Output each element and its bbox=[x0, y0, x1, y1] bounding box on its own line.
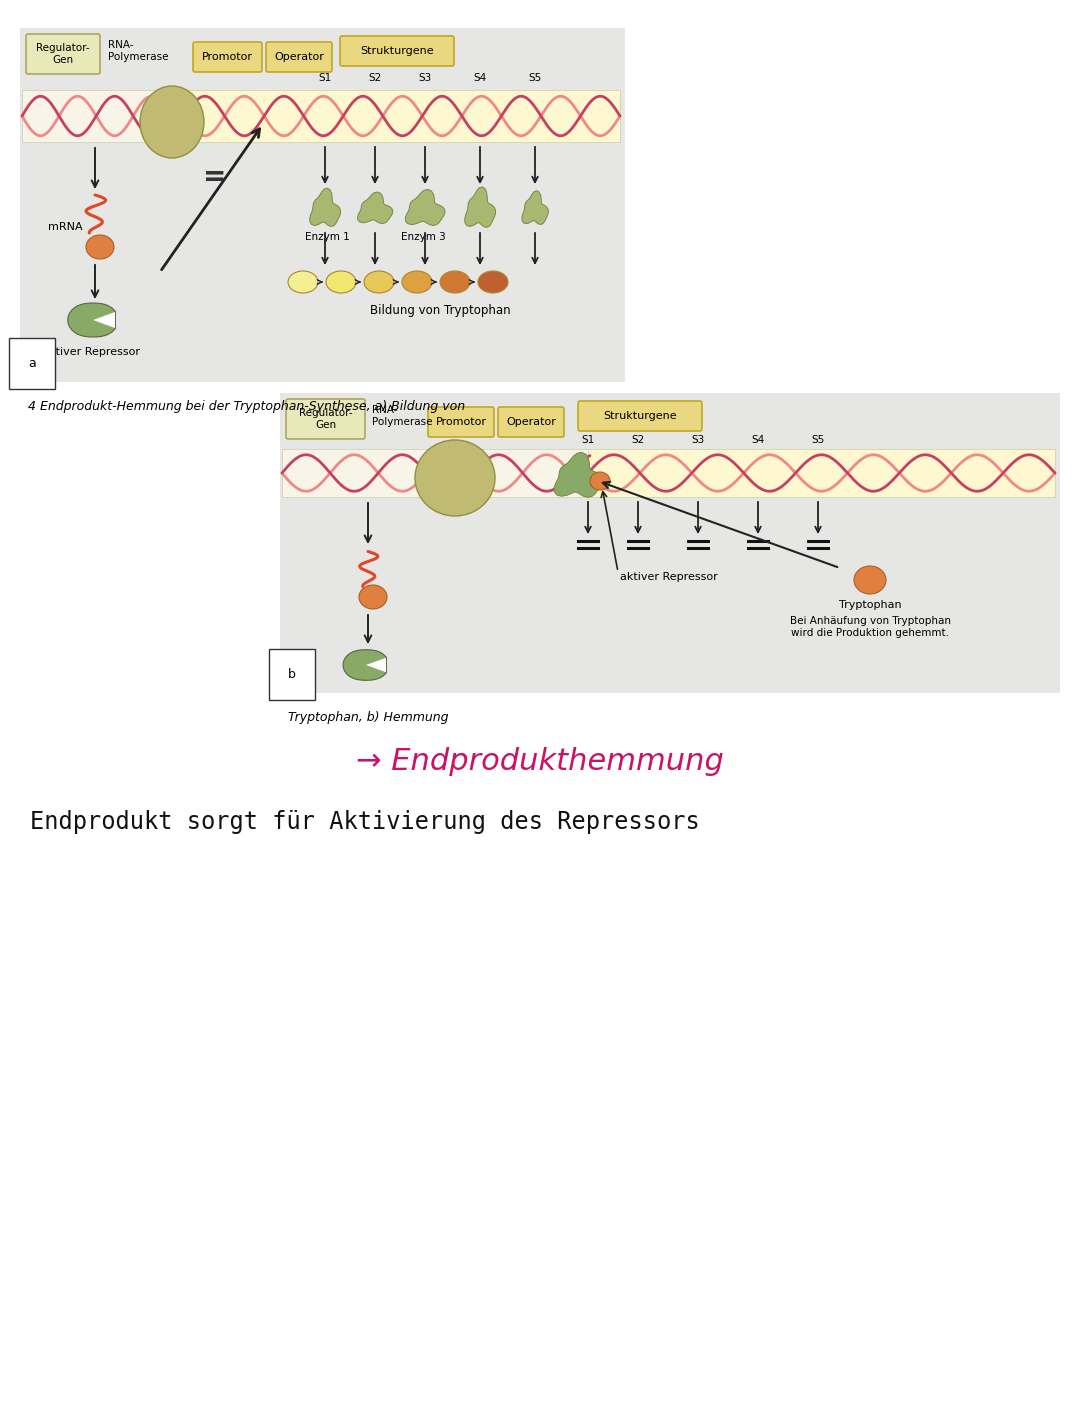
Bar bbox=[21, 28, 625, 383]
Ellipse shape bbox=[440, 271, 470, 293]
Polygon shape bbox=[310, 188, 340, 227]
Text: → Endprodukthemmung: → Endprodukthemmung bbox=[356, 748, 724, 777]
FancyBboxPatch shape bbox=[266, 43, 332, 72]
Text: =: = bbox=[203, 163, 227, 191]
Text: Enzym 1: Enzym 1 bbox=[305, 232, 349, 242]
Polygon shape bbox=[522, 191, 549, 224]
Ellipse shape bbox=[86, 235, 114, 259]
Ellipse shape bbox=[140, 86, 204, 159]
Bar bbox=[282, 449, 590, 497]
Ellipse shape bbox=[854, 565, 886, 594]
Text: aktiver Repressor: aktiver Repressor bbox=[620, 572, 718, 582]
Ellipse shape bbox=[478, 271, 508, 293]
Text: Bildung von Tryptophan: Bildung von Tryptophan bbox=[369, 305, 511, 317]
FancyBboxPatch shape bbox=[498, 407, 564, 436]
Text: S2: S2 bbox=[632, 435, 645, 445]
Polygon shape bbox=[68, 303, 116, 337]
Text: S2: S2 bbox=[368, 74, 381, 84]
Bar bbox=[185, 91, 620, 142]
Text: Regulator-
Gen: Regulator- Gen bbox=[299, 408, 352, 429]
Text: Tryptophan: Tryptophan bbox=[839, 599, 902, 609]
Bar bbox=[22, 91, 185, 142]
Text: 4 Endprodukt-Hemmung bei der Tryptophan-Synthese, a) Bildung von: 4 Endprodukt-Hemmung bei der Tryptophan-… bbox=[28, 400, 465, 412]
Text: Enzym 3: Enzym 3 bbox=[401, 232, 445, 242]
Text: S4: S4 bbox=[752, 435, 765, 445]
Ellipse shape bbox=[359, 585, 387, 609]
FancyBboxPatch shape bbox=[26, 34, 100, 74]
Text: S3: S3 bbox=[418, 74, 432, 84]
Polygon shape bbox=[343, 650, 387, 680]
Text: Regulator-
Gen: Regulator- Gen bbox=[37, 43, 90, 65]
Ellipse shape bbox=[326, 271, 356, 293]
Text: mRNA: mRNA bbox=[49, 222, 83, 232]
Text: b: b bbox=[288, 667, 296, 682]
Text: Operator: Operator bbox=[507, 417, 556, 427]
Bar bbox=[588, 449, 1055, 497]
Text: S1: S1 bbox=[581, 435, 595, 445]
Text: Strukturgene: Strukturgene bbox=[361, 45, 434, 57]
Text: Bei Anhäufung von Tryptophan
wird die Produktion gehemmt.: Bei Anhäufung von Tryptophan wird die Pr… bbox=[789, 616, 950, 638]
Text: Strukturgene: Strukturgene bbox=[604, 411, 677, 421]
FancyBboxPatch shape bbox=[578, 401, 702, 431]
Polygon shape bbox=[93, 312, 114, 327]
Text: Promotor: Promotor bbox=[202, 52, 253, 62]
Text: a: a bbox=[28, 357, 36, 370]
Text: RNA-
Polymerase: RNA- Polymerase bbox=[108, 40, 168, 61]
FancyBboxPatch shape bbox=[193, 43, 262, 72]
FancyBboxPatch shape bbox=[340, 35, 454, 67]
FancyBboxPatch shape bbox=[428, 407, 494, 436]
Text: RNA-
Polymerase: RNA- Polymerase bbox=[372, 405, 432, 427]
FancyBboxPatch shape bbox=[286, 400, 365, 439]
Polygon shape bbox=[357, 193, 393, 224]
Text: S5: S5 bbox=[811, 435, 825, 445]
Text: S3: S3 bbox=[691, 435, 704, 445]
Ellipse shape bbox=[415, 441, 495, 516]
Text: S5: S5 bbox=[528, 74, 542, 84]
Bar bbox=[280, 393, 1059, 693]
Ellipse shape bbox=[590, 472, 610, 490]
Ellipse shape bbox=[288, 271, 318, 293]
Ellipse shape bbox=[364, 271, 394, 293]
Polygon shape bbox=[464, 187, 496, 227]
Polygon shape bbox=[366, 657, 386, 672]
Polygon shape bbox=[554, 452, 603, 497]
Text: Endprodukt sorgt für Aktivierung des Repressors: Endprodukt sorgt für Aktivierung des Rep… bbox=[30, 811, 700, 835]
Text: S4: S4 bbox=[473, 74, 487, 84]
Polygon shape bbox=[405, 190, 445, 225]
Text: Promotor: Promotor bbox=[435, 417, 486, 427]
Text: Tryptophan, b) Hemmung: Tryptophan, b) Hemmung bbox=[288, 711, 448, 724]
Text: Operator: Operator bbox=[274, 52, 324, 62]
Text: S1: S1 bbox=[319, 74, 332, 84]
Ellipse shape bbox=[402, 271, 432, 293]
Text: inaktiver Repressor: inaktiver Repressor bbox=[32, 347, 140, 357]
